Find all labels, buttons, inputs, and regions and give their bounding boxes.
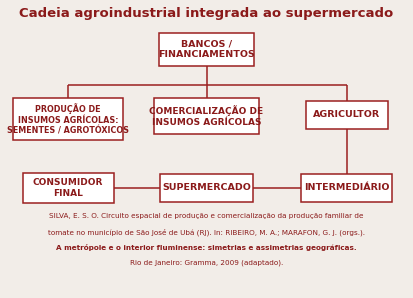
Text: BANCOS /
FINANCIAMENTOS: BANCOS / FINANCIAMENTOS: [158, 39, 255, 59]
Text: PRODUÇÃO DE
INSUMOS AGRÍCOLAS:
SEMENTES / AGROTÓXICOS: PRODUÇÃO DE INSUMOS AGRÍCOLAS: SEMENTES …: [7, 103, 129, 136]
Text: tomate no município de São José de Ubá (RJ). In: RIBEIRO, M. A.; MARAFON, G. J. : tomate no município de São José de Ubá (…: [48, 229, 365, 236]
FancyBboxPatch shape: [23, 173, 114, 203]
FancyBboxPatch shape: [306, 101, 388, 129]
Text: SILVA, E. S. O. Circuito espacial de produção e comercialização da produção fami: SILVA, E. S. O. Circuito espacial de pro…: [49, 213, 364, 219]
Text: AGRICULTOR: AGRICULTOR: [313, 110, 380, 119]
Text: A metrópole e o interior fluminense: simetrias e assimetrias geográficas.: A metrópole e o interior fluminense: sim…: [56, 244, 357, 251]
FancyBboxPatch shape: [154, 98, 259, 134]
Text: CONSUMIDOR
FINAL: CONSUMIDOR FINAL: [33, 178, 103, 198]
Text: INTERMEDIÁRIO: INTERMEDIÁRIO: [304, 183, 390, 192]
Text: COMERCIALIZAÇÃO DE
INSUMOS AGRÍCOLAS: COMERCIALIZAÇÃO DE INSUMOS AGRÍCOLAS: [150, 105, 263, 127]
FancyBboxPatch shape: [160, 173, 253, 202]
FancyBboxPatch shape: [301, 173, 392, 202]
Text: SUPERMERCADO: SUPERMERCADO: [162, 183, 251, 192]
FancyBboxPatch shape: [159, 33, 254, 66]
Text: Rio de Janeiro: Gramma, 2009 (adaptado).: Rio de Janeiro: Gramma, 2009 (adaptado).: [130, 260, 283, 266]
Text: Cadeia agroindustrial integrada ao supermercado: Cadeia agroindustrial integrada ao super…: [19, 7, 394, 21]
FancyBboxPatch shape: [13, 98, 123, 140]
